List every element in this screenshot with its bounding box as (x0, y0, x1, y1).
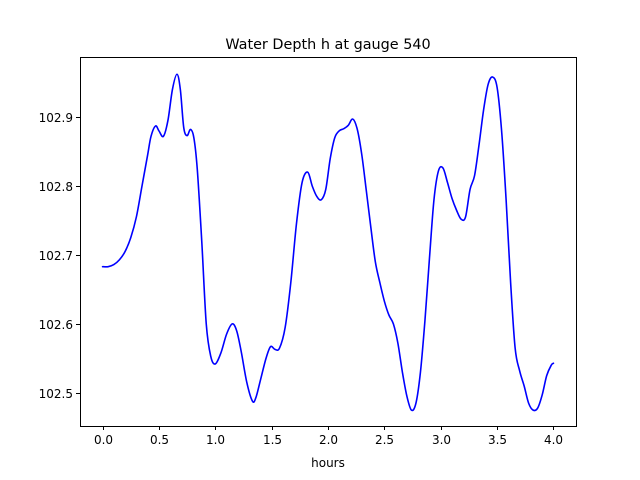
x-tick-label: 0.0 (94, 433, 113, 447)
x-tick-label: 3.0 (432, 433, 451, 447)
x-tick-label: 4.0 (544, 433, 563, 447)
plot-area (80, 57, 577, 427)
y-tick-label: 102.8 (39, 180, 73, 194)
y-axis: 102.5 102.6 102.7 102.8 102.9 (39, 111, 80, 401)
series-layer (101, 73, 555, 412)
y-tick-label: 102.6 (39, 318, 73, 332)
x-tick-label: 2.0 (319, 433, 338, 447)
x-axis-label: hours (311, 456, 345, 470)
x-tick-label: 1.5 (263, 433, 282, 447)
series-line-water-depth (101, 73, 555, 412)
plot-frame (80, 57, 577, 427)
x-axis: 0.0 0.5 1.0 1.5 2.0 2.5 3.0 3.5 4.0 (94, 426, 563, 447)
y-tick-label: 102.7 (39, 249, 73, 263)
y-tick-label: 102.5 (39, 387, 73, 401)
y-tick-label: 102.9 (39, 111, 73, 125)
x-tick-label: 3.5 (488, 433, 507, 447)
x-tick-label: 1.0 (206, 433, 225, 447)
x-tick-label: 2.5 (375, 433, 394, 447)
chart-title: Water Depth h at gauge 540 (225, 37, 430, 53)
x-tick-label: 0.5 (150, 433, 169, 447)
